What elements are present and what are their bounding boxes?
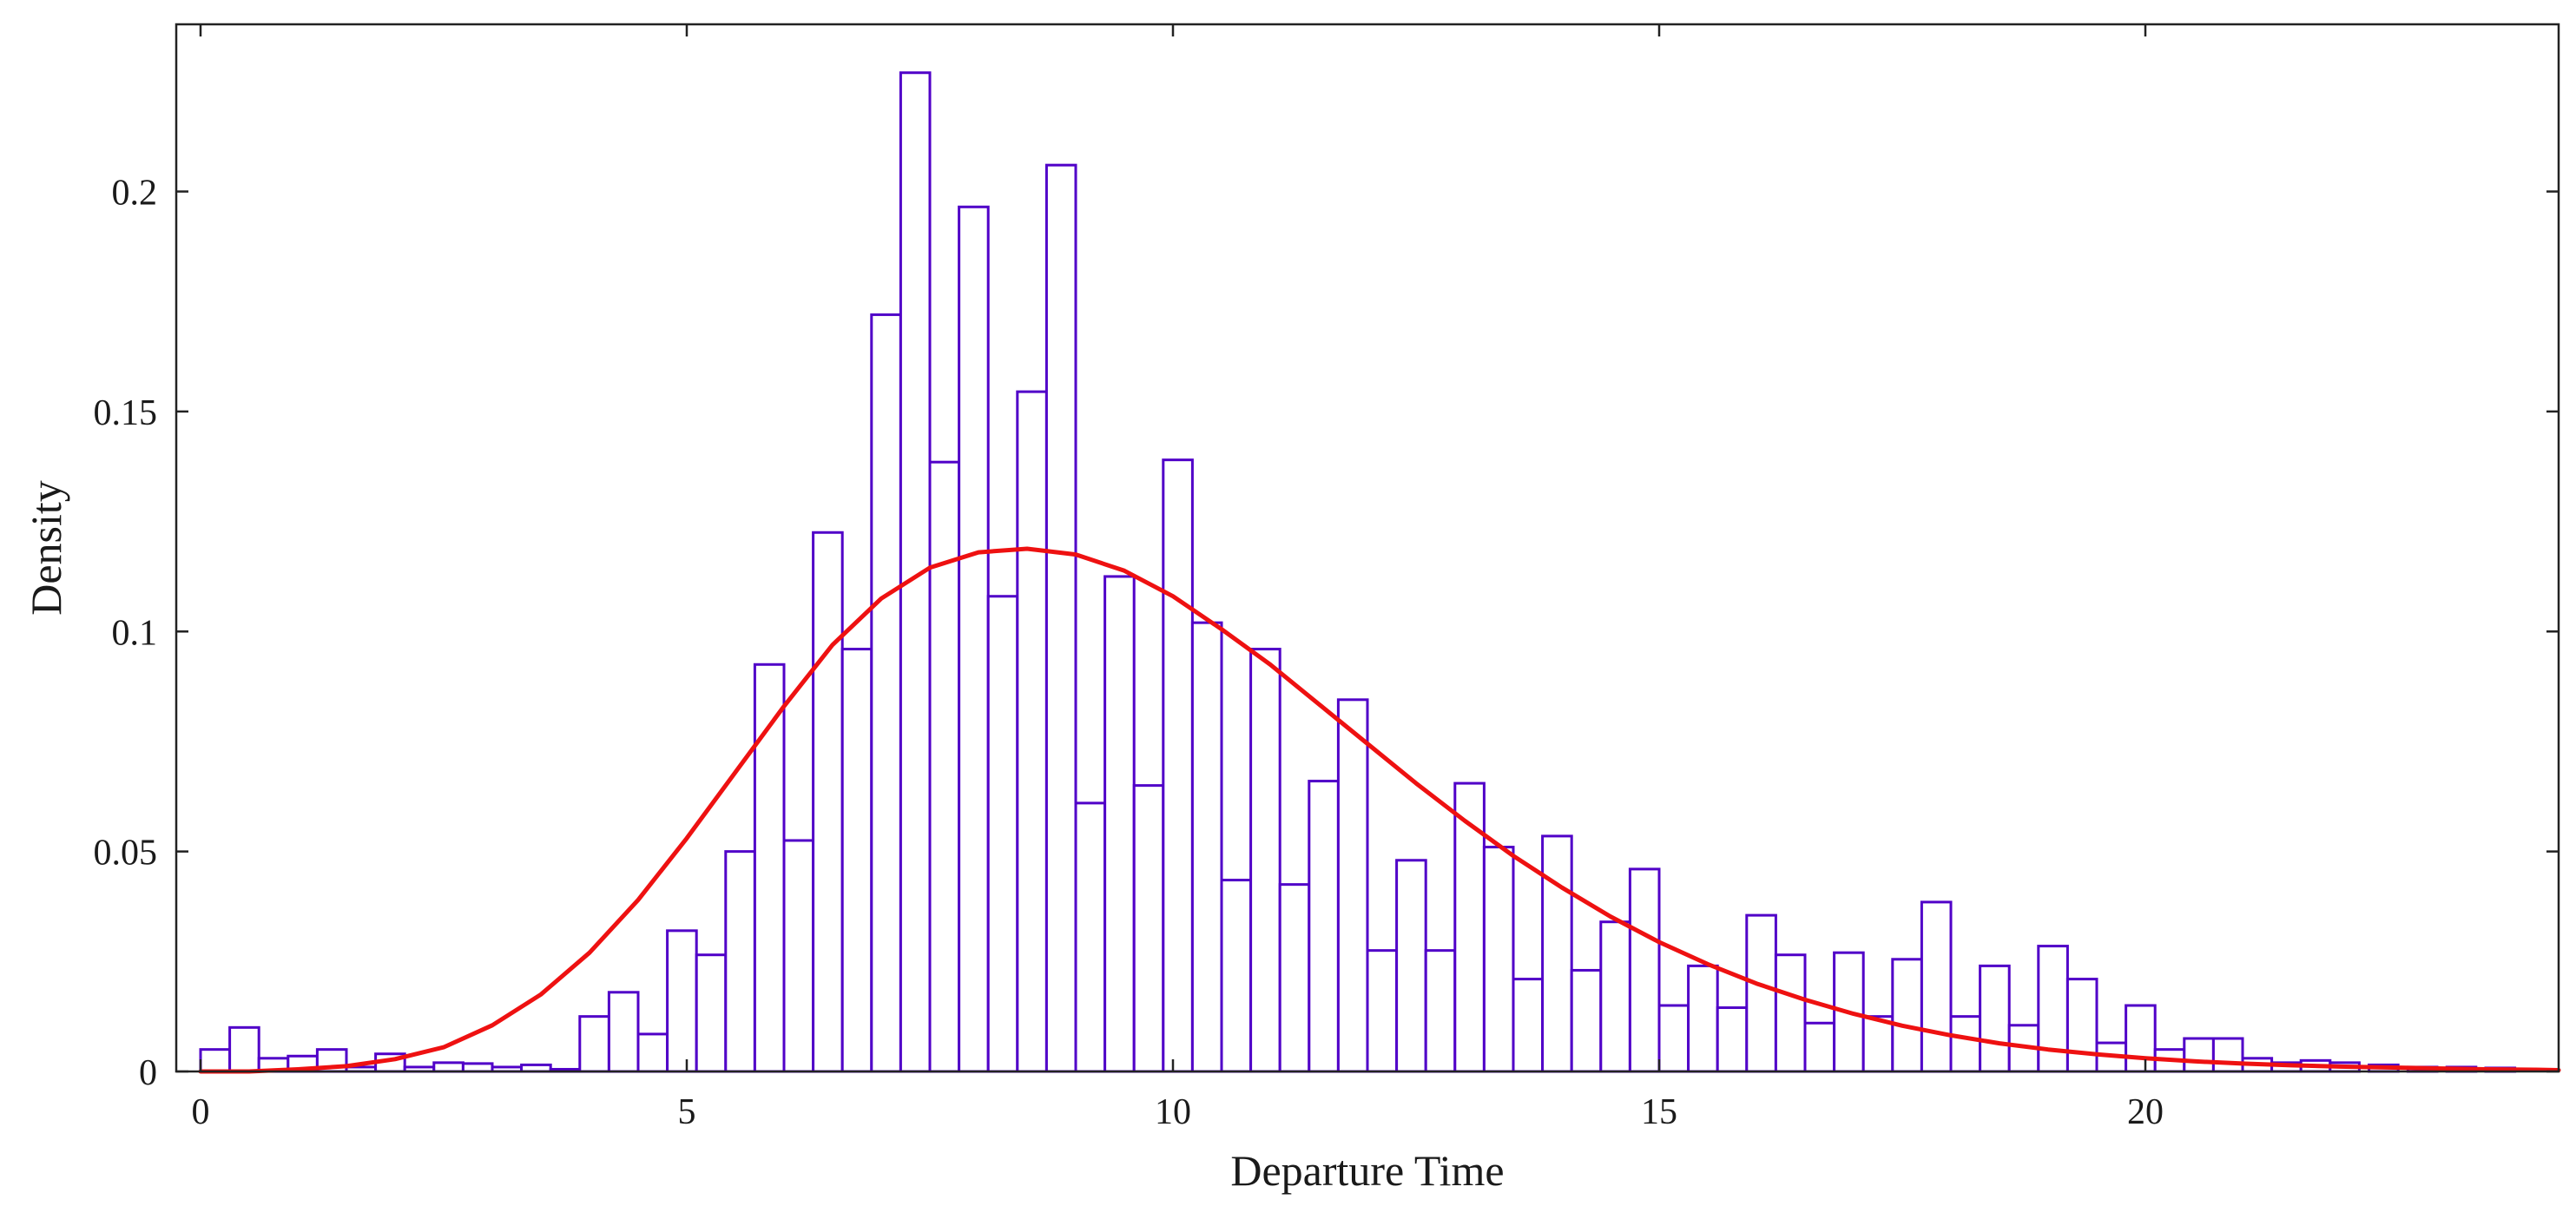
histogram-bar [1190, 621, 1223, 1073]
histogram-bar [2065, 978, 2098, 1073]
x-axis-title: Departure Time [1230, 1146, 1504, 1195]
histogram-bar [1803, 1021, 1836, 1073]
histogram-bar [2007, 1024, 2040, 1073]
histogram-bar [228, 1025, 260, 1073]
x-tick-label: 5 [678, 1092, 696, 1132]
histogram-bar [812, 531, 844, 1073]
histogram-bar [986, 595, 1019, 1073]
histogram-bar [1949, 1015, 1982, 1073]
histogram-bar [199, 1048, 232, 1073]
y-tick-label: 0.05 [94, 834, 158, 873]
x-tick-label: 10 [1155, 1092, 1191, 1132]
x-tick-label: 20 [2127, 1092, 2164, 1132]
histogram-bar [1162, 458, 1194, 1073]
histogram-bar [1599, 920, 1631, 1073]
histogram-bar [695, 953, 728, 1073]
histogram-bar [607, 991, 640, 1073]
histogram-bar [1687, 964, 1719, 1073]
histogram-bar [1074, 801, 1107, 1073]
histogram-bar [928, 460, 961, 1073]
histogram-bar [578, 1015, 610, 1073]
y-tick-label: 0 [139, 1053, 157, 1093]
y-tick-label: 0.15 [94, 393, 158, 433]
histogram-bar [1891, 958, 1923, 1073]
histogram-bar [461, 1062, 494, 1073]
histogram-bar [1336, 698, 1369, 1073]
histogram-bar [432, 1061, 464, 1073]
histogram-bar [870, 313, 902, 1073]
histogram-bars [199, 71, 2517, 1073]
histogram-bar [1132, 784, 1165, 1073]
histogram-bar [1657, 1004, 1690, 1073]
histogram-bar [1774, 953, 1807, 1073]
histogram-bar [1716, 1006, 1749, 1073]
histogram-bar [1920, 900, 1953, 1073]
x-tick-label: 0 [192, 1092, 210, 1132]
histogram-bar [1366, 949, 1399, 1073]
histogram-bar [2183, 1037, 2215, 1073]
axis-tick-labels: 0 5 10 15 20 0 0.05 0.1 0.15 0.2 [94, 174, 2164, 1132]
histogram-bar [2125, 1004, 2157, 1073]
histogram-bar [840, 648, 873, 1073]
fitted-density-curve [198, 546, 2561, 1074]
histogram-bar [1861, 1015, 1894, 1073]
histogram-bar [1220, 879, 1253, 1073]
y-axis-title: Density [22, 480, 70, 616]
histogram-bar [1979, 964, 2011, 1073]
x-tick-label: 15 [1641, 1092, 1677, 1132]
histogram-bar [1104, 575, 1136, 1073]
histogram-bar [724, 850, 756, 1073]
histogram-bar [1016, 390, 1048, 1073]
histogram-bar [958, 205, 990, 1073]
y-tick-label: 0.1 [112, 613, 158, 653]
histogram-bar [666, 929, 698, 1073]
histogram-bar [1512, 978, 1545, 1073]
histogram-bar [1278, 883, 1311, 1073]
y-tick-label: 0.2 [112, 174, 158, 214]
axis-ticks [176, 24, 2559, 1073]
histogram-bar [1395, 859, 1427, 1073]
histogram-bar [1424, 949, 1457, 1073]
histogram-bar [1570, 968, 1603, 1073]
histogram-bar [1044, 163, 1077, 1073]
histogram-bar [1308, 780, 1340, 1073]
plot-area-frame [175, 23, 2560, 1073]
histogram-bar [1628, 867, 1661, 1073]
histogram-bar [1249, 648, 1281, 1073]
histogram-bar [1745, 913, 1777, 1073]
histogram-bar [1482, 846, 1515, 1073]
histogram-bar [636, 1032, 669, 1073]
histogram-bar [782, 839, 815, 1073]
histogram-bar [1541, 834, 1573, 1073]
histogram-bar [2211, 1037, 2244, 1073]
